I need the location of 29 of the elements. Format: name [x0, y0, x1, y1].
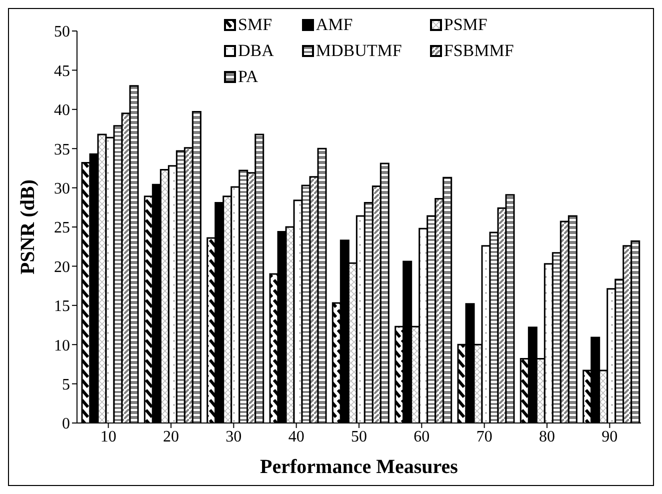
- x-tick-label: 90: [602, 428, 618, 446]
- y-tick-label: 35: [54, 141, 70, 158]
- x-axis-title: Performance Measures: [260, 456, 458, 478]
- y-axis-title: PSNR (dB): [17, 179, 40, 275]
- x-tick-label: 70: [476, 428, 492, 446]
- y-tick-label: 30: [54, 180, 70, 198]
- legend-label: SMF: [238, 15, 272, 35]
- y-tick-label: 40: [54, 102, 70, 120]
- legend-label: PA: [238, 67, 258, 87]
- x-tick-label: 50: [351, 428, 367, 446]
- y-tick-label: 15: [54, 298, 70, 316]
- y-tick-label: 10: [54, 337, 70, 354]
- x-tick-label: 80: [539, 428, 555, 446]
- x-tick-label: 10: [100, 428, 116, 446]
- y-tick-label: 20: [54, 258, 70, 276]
- y-tick-label: 50: [54, 24, 70, 41]
- x-tick-label: 40: [288, 428, 304, 446]
- y-tick-label: 25: [54, 220, 70, 237]
- legend-label: AMF: [316, 15, 353, 35]
- y-tick-label: 0: [62, 416, 70, 433]
- x-tick-label: 60: [414, 428, 430, 446]
- x-tick-label: 30: [226, 428, 242, 446]
- y-tick-label: 5: [62, 376, 70, 394]
- legend-label: MDBUTMF: [316, 41, 402, 61]
- legend-label: FSBMMF: [444, 41, 514, 61]
- legend-label: PSMF: [444, 15, 488, 35]
- y-tick-label: 45: [54, 62, 70, 80]
- legend-label: DBA: [238, 41, 274, 61]
- x-tick-label: 20: [163, 428, 179, 446]
